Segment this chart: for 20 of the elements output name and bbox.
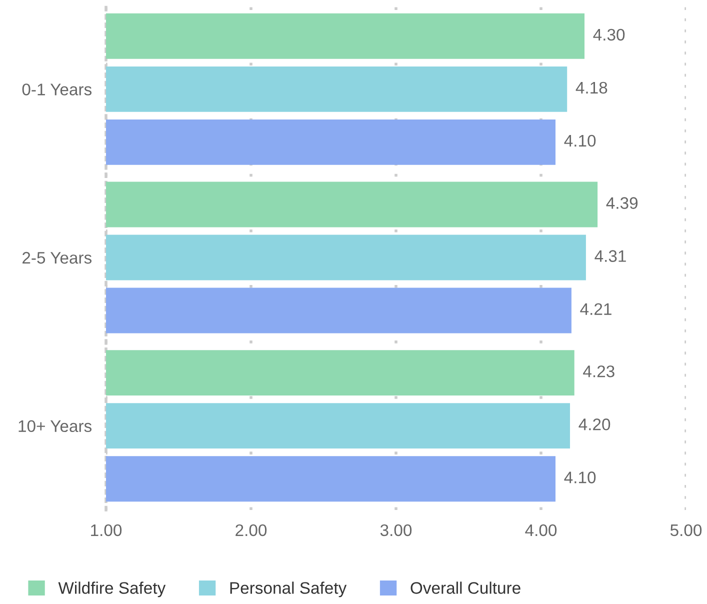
x-tick-label: 4.00	[525, 524, 557, 536]
y-tick-label: 0-1 Years	[22, 84, 92, 96]
x-tick-label: 2.00	[236, 524, 267, 536]
data-label: 4.23	[583, 365, 614, 378]
data-label: 4.30	[593, 28, 625, 41]
data-label: 4.20	[578, 418, 610, 430]
data-label: 4.21	[580, 303, 612, 315]
data-label: 4.18	[576, 82, 608, 94]
y-tick-label: 2-5 Years	[22, 252, 92, 264]
legend-label: Overall Culture	[410, 582, 520, 594]
data-label: 4.39	[606, 197, 638, 209]
x-tick-label: 5.00	[670, 524, 702, 536]
x-tick-label: 1.00	[91, 524, 122, 536]
x-tick-label: 3.00	[380, 524, 412, 536]
y-tick-label: 10+ Years	[18, 420, 92, 432]
data-label: 4.31	[594, 250, 626, 262]
legend-label: Wildfire Safety	[58, 582, 166, 598]
data-label: 4.10	[564, 472, 596, 484]
legend-label: Personal Safety	[230, 582, 347, 598]
data-label: 4.10	[564, 134, 596, 147]
